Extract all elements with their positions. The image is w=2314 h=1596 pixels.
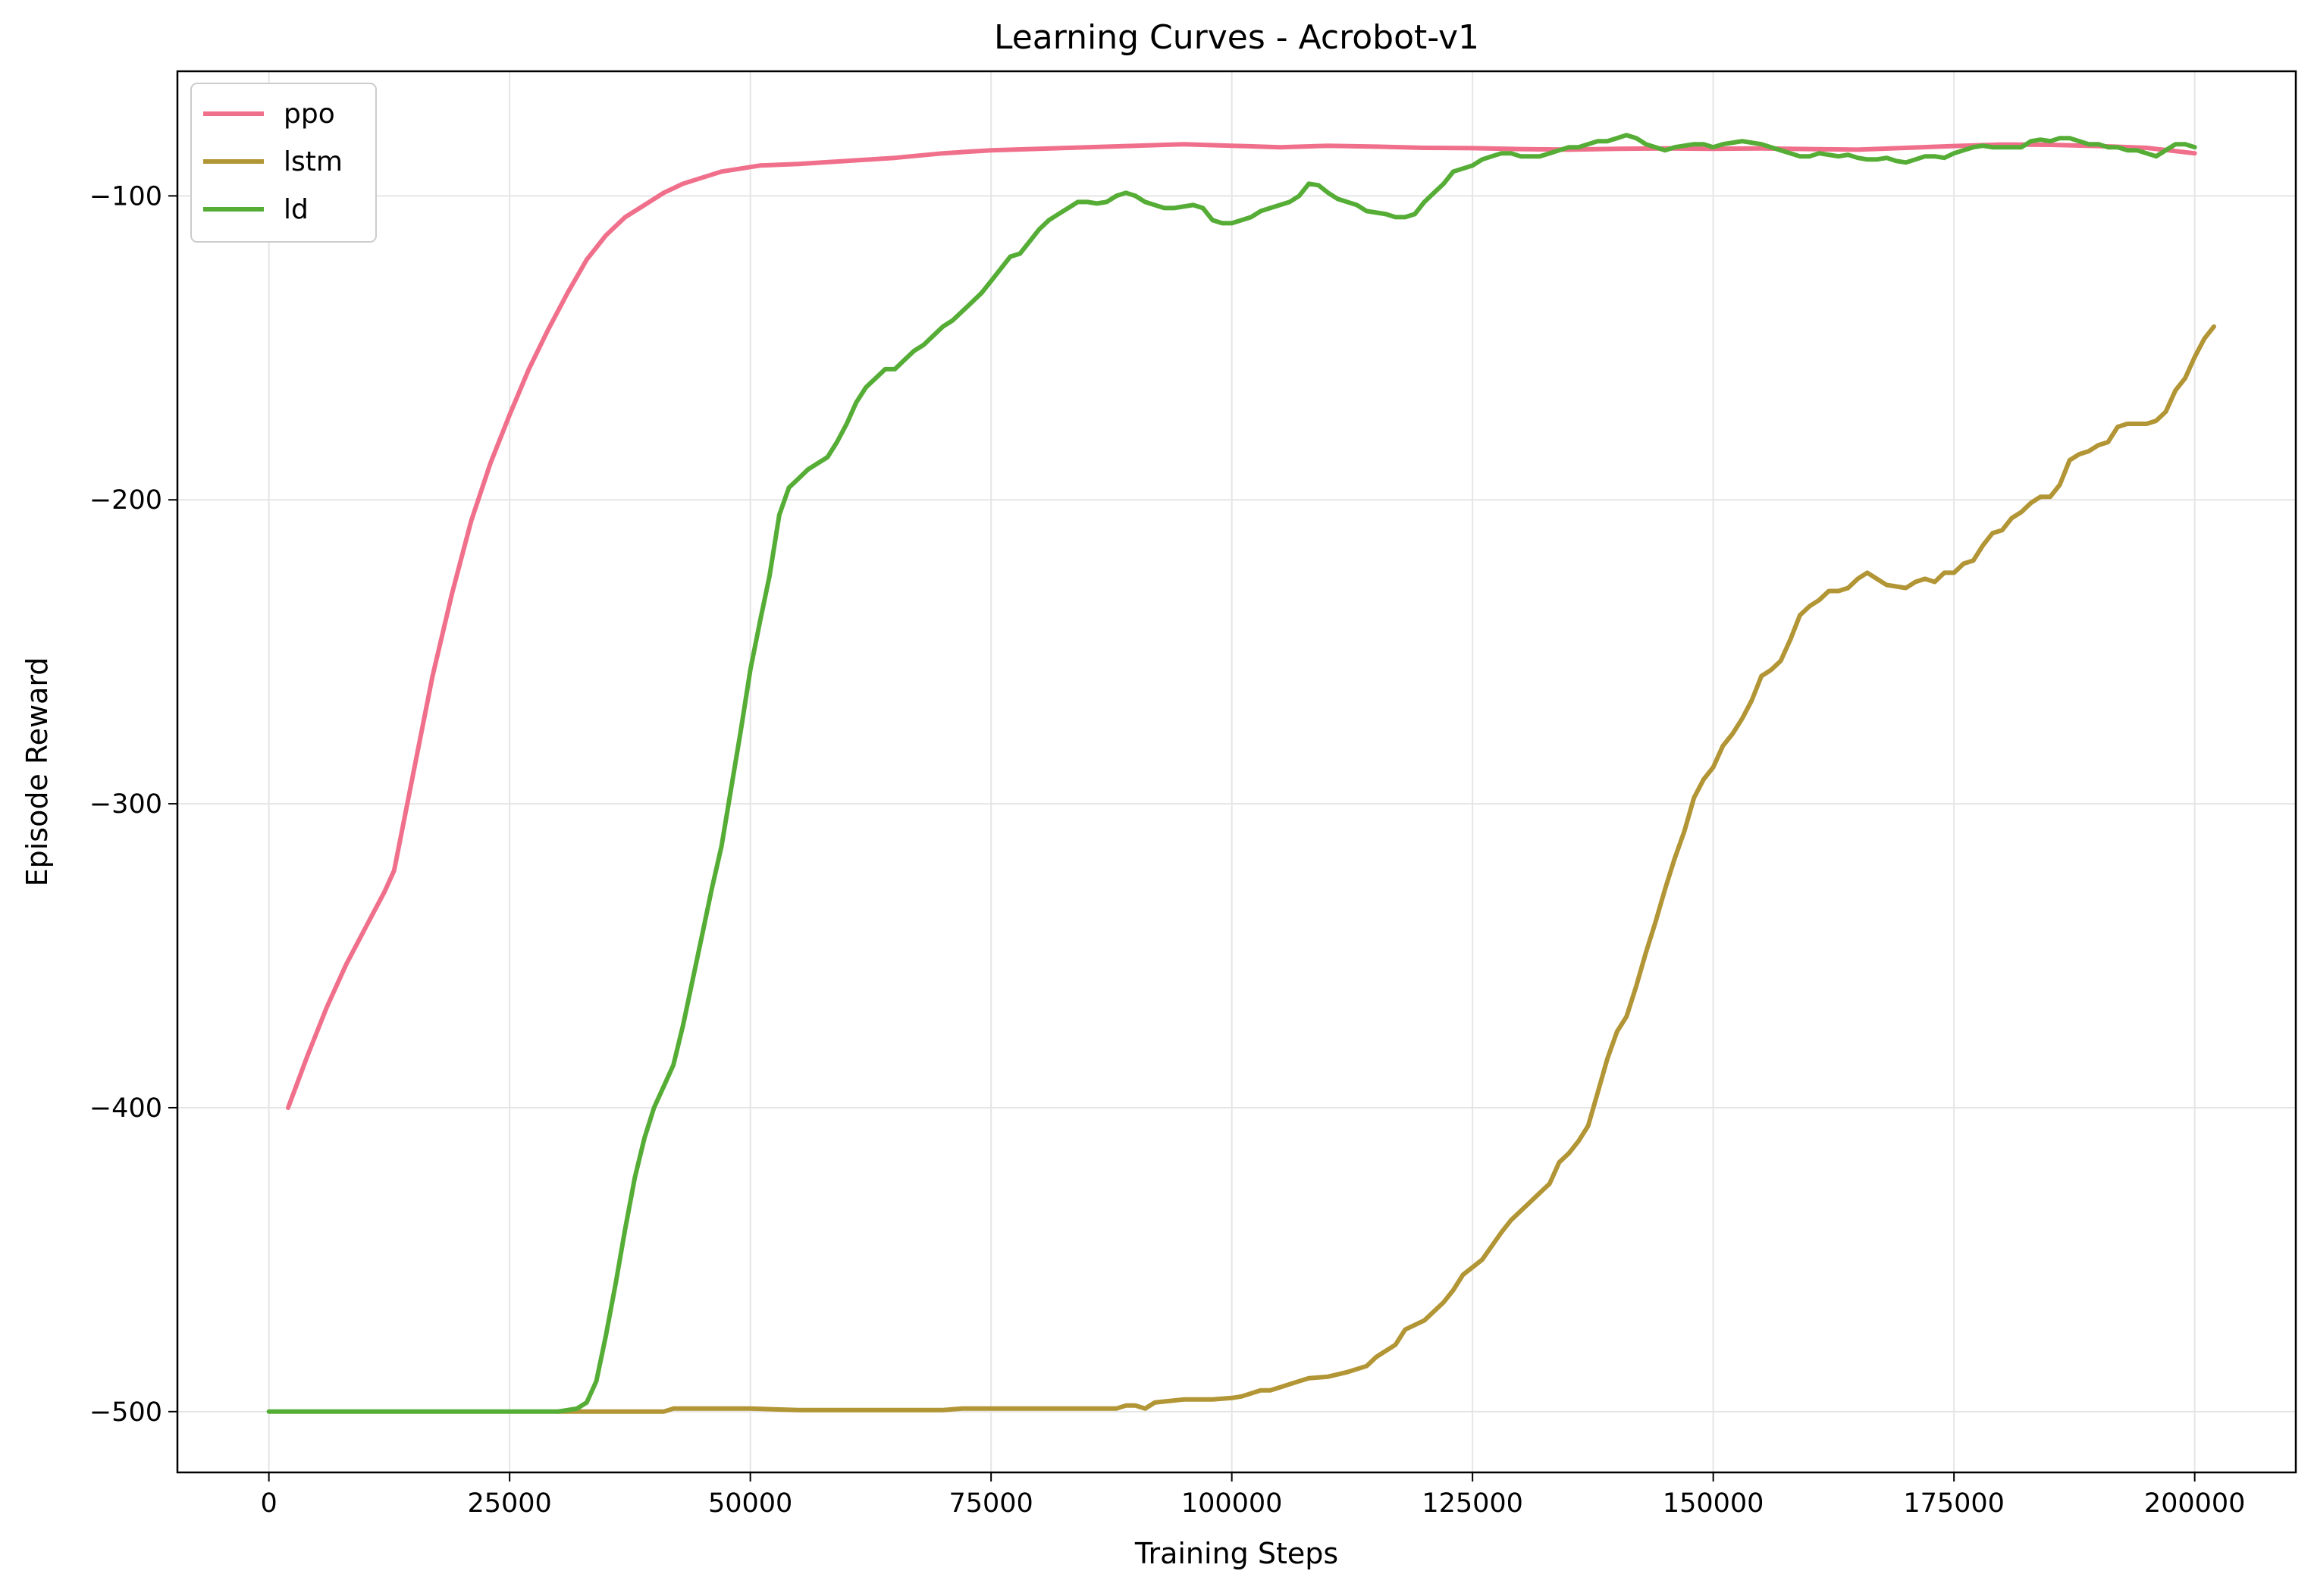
y-tick-label: −100: [89, 181, 162, 212]
ticks-layer: 0 25000 50000 75000 100000 125000 150000 175000…: [89, 181, 2246, 1519]
y-tick-label: −200: [89, 485, 162, 516]
x-tick-label: 25000: [467, 1488, 551, 1519]
y-tick-label: −500: [89, 1397, 162, 1428]
x-tick-label: 50000: [708, 1488, 792, 1519]
y-tick-label: −300: [89, 789, 162, 820]
y-tick-label: −400: [89, 1093, 162, 1124]
chart-title: Learning Curves - Acrobot-v1: [994, 18, 1479, 57]
axes-frame: [176, 70, 2297, 1474]
x-tick-label: 125000: [1422, 1488, 1523, 1519]
series-line-ld: [266, 133, 2197, 1414]
x-tick-label: 175000: [1903, 1488, 2005, 1519]
y-axis-label: Episode Reward: [20, 657, 54, 887]
x-tick-label: 0: [261, 1488, 277, 1519]
x-tick-label: 200000: [2144, 1488, 2246, 1519]
legend-label-lstm: lstm: [284, 146, 343, 177]
legend-box: [190, 83, 377, 243]
legend-label-ppo: ppo: [284, 99, 335, 130]
x-tick-label: 75000: [948, 1488, 1033, 1519]
x-axis-label: Training Steps: [1134, 1537, 1338, 1570]
series-layer: [266, 133, 2216, 1414]
grid-layer: [177, 71, 2296, 1472]
x-tick-label: 100000: [1181, 1488, 1283, 1519]
x-tick-label: 150000: [1663, 1488, 1764, 1519]
series-line-ppo: [286, 142, 2197, 1110]
legend-label-ld: ld: [284, 194, 309, 225]
series-line-lstm: [555, 324, 2216, 1414]
legend: ppo lstm ld: [190, 83, 377, 243]
